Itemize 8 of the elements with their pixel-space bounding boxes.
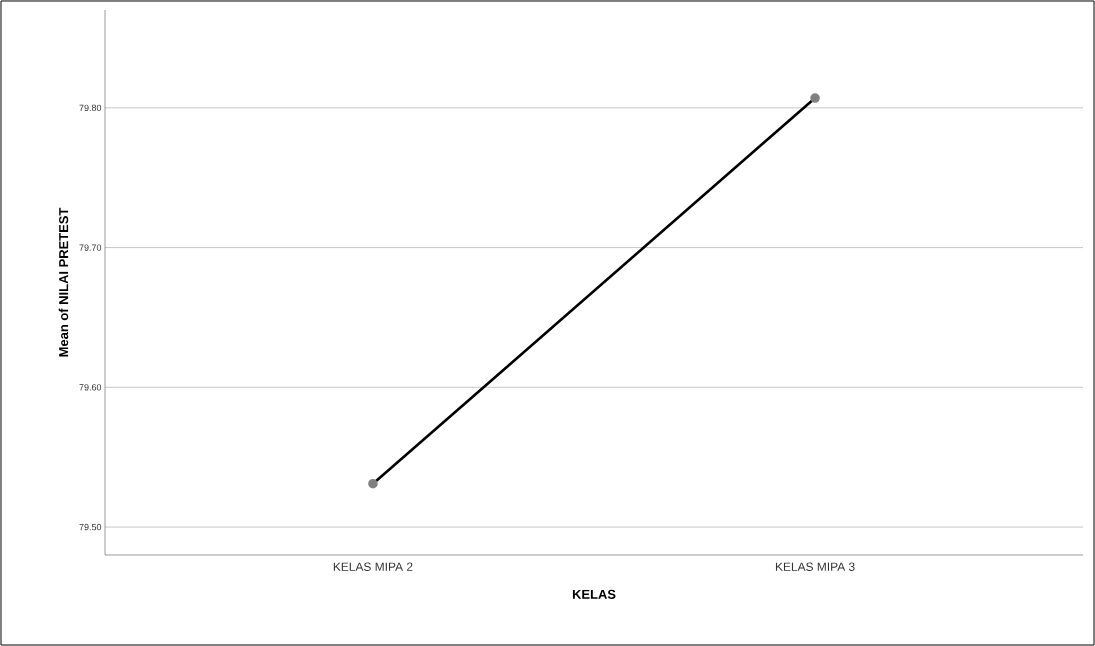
x-tick-label: KELAS MIPA 3 [775, 562, 855, 571]
y-tick-label: 79.70 [79, 244, 102, 251]
y-axis-title: Mean of NILAI PRETEST [58, 207, 69, 357]
y-tick-label: 79.50 [79, 523, 102, 531]
y-tick-label: 79.80 [79, 104, 102, 111]
x-tick-label: KELAS MIPA 2 [333, 562, 413, 571]
y-tick-label: 79.60 [79, 384, 102, 391]
x-axis-title: KELAS [572, 589, 616, 599]
